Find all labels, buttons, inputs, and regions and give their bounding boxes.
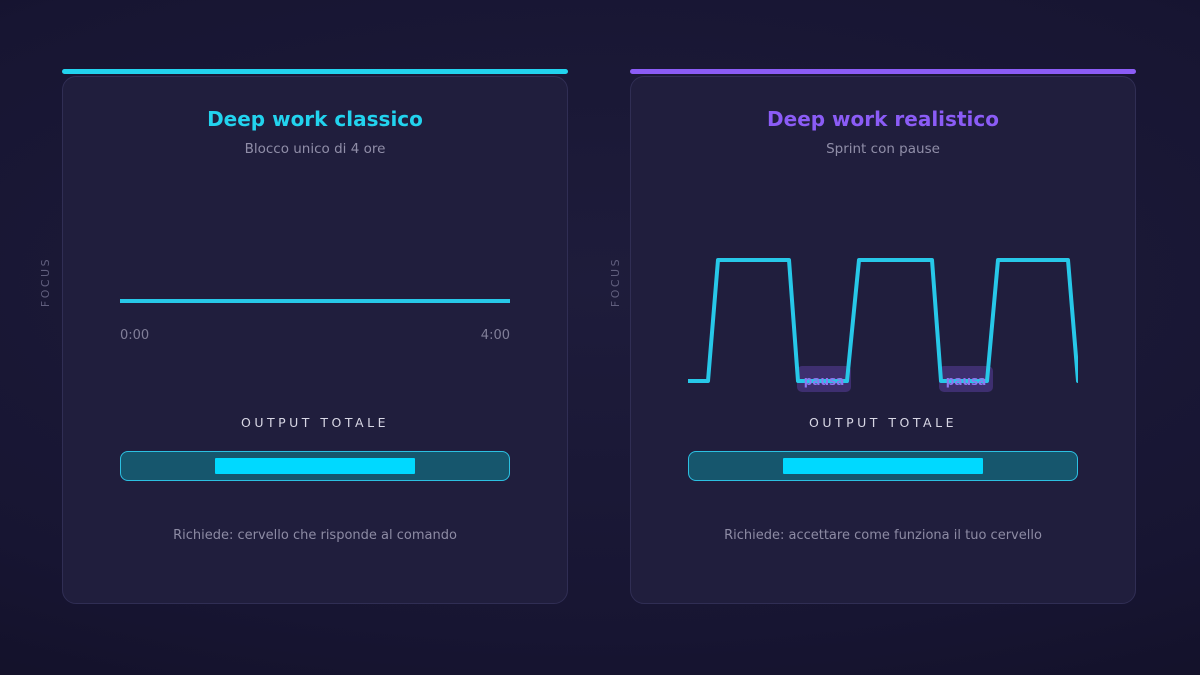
card-classic-column: Deep work classico Blocco unico di 4 ore… xyxy=(62,69,568,604)
accent-bar-purple xyxy=(630,69,1136,74)
card-realistic: Deep work realistico Sprint con pause pa… xyxy=(630,76,1136,604)
card-classic-title: Deep work classico xyxy=(207,107,423,131)
focus-chart-realistic: pausa pausa xyxy=(688,196,1078,396)
focus-chart-classic: 0:00 4:00 xyxy=(120,196,510,396)
requires-text-classic: Richiede: cervello che risponde al coman… xyxy=(173,528,457,543)
requires-text-realistic: Richiede: accettare come funziona il tuo… xyxy=(724,528,1042,543)
x-axis-tick-end: 4:00 xyxy=(480,328,510,343)
card-realistic-subtitle: Sprint con pause xyxy=(826,141,940,157)
card-realistic-title: Deep work realistico xyxy=(767,107,999,131)
output-progress-track-realistic xyxy=(688,451,1078,481)
pause-label-1: pausa xyxy=(804,374,844,388)
card-realistic-column: Deep work realistico Sprint con pause pa… xyxy=(630,69,1136,604)
y-axis-label-focus-right: FOCUS xyxy=(609,256,622,308)
output-progress-track-classic xyxy=(120,451,510,481)
focus-line-sprints xyxy=(688,258,1078,383)
accent-bar-cyan xyxy=(62,69,568,74)
x-axis-tick-start: 0:00 xyxy=(120,328,150,343)
card-classic-subtitle: Blocco unico di 4 ore xyxy=(244,141,386,157)
output-total-label-realistic: OUTPUT TOTALE xyxy=(809,415,957,430)
output-total-label-classic: OUTPUT TOTALE xyxy=(241,415,389,430)
output-progress-bar-realistic xyxy=(783,458,983,474)
pause-label-2: pausa xyxy=(946,374,986,388)
y-axis-label-focus-left: FOCUS xyxy=(39,256,52,308)
focus-chart-classic-svg xyxy=(120,299,510,303)
output-progress-bar-classic xyxy=(215,458,415,474)
card-classic: Deep work classico Blocco unico di 4 ore… xyxy=(62,76,568,604)
focus-chart-realistic-svg: pausa pausa xyxy=(688,258,1078,392)
